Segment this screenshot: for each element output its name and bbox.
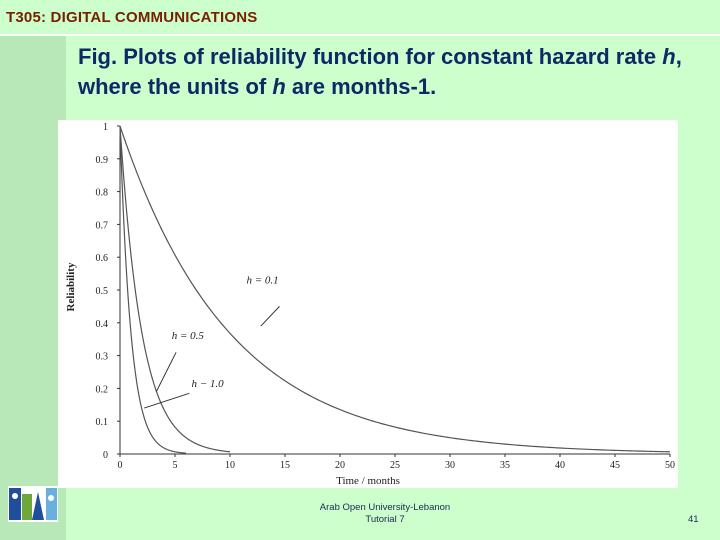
x-tick-label: 35 — [500, 460, 510, 471]
x-tick-label: 40 — [555, 460, 565, 471]
series-line-3 — [119, 125, 187, 454]
title-part-2: , where the units of — [78, 44, 682, 99]
y-tick-label: 0.4 — [96, 319, 109, 330]
footer-line-2: Tutorial 7 — [365, 514, 405, 525]
footer-institution: Arab Open University-Lebanon Tutorial 7 — [270, 502, 500, 526]
annotation-label-3: h − 1.0 — [192, 378, 225, 390]
x-tick-label: 10 — [225, 460, 235, 471]
course-title: T305: DIGITAL COMMUNICATIONS — [6, 9, 258, 26]
y-tick-label: 0.8 — [96, 188, 109, 199]
series-line-2 — [119, 125, 231, 453]
reliability-chart: 0 0.1 0.2 0.3 0.4 0.5 0.6 0.7 0.8 0.9 1 0 5 10 15 20 25… — [65, 122, 676, 487]
x-tick-label: 0 — [118, 460, 123, 471]
university-logo — [8, 486, 58, 522]
curve-annotations: h = 0.1 h = 0.5 h − 1.0 — [144, 274, 280, 409]
y-axis-label: Reliability — [65, 262, 77, 311]
chart-panel: 0 0.1 0.2 0.3 0.4 0.5 0.6 0.7 0.8 0.9 1 0 5 10 15 20 25… — [58, 120, 678, 488]
x-tick-label: 5 — [173, 460, 178, 471]
x-tick-label: 15 — [280, 460, 290, 471]
annotation-label-1: h = 0.1 — [247, 274, 279, 286]
y-tick-label: 0.3 — [96, 352, 109, 363]
y-tick-label: 0.5 — [96, 286, 109, 297]
series-curves — [119, 125, 671, 454]
y-tick-labels: 0 0.1 0.2 0.3 0.4 0.5 0.6 0.7 0.8 0.9 1 — [96, 122, 109, 461]
title-part-1: Fig. Plots of reliability function for c… — [78, 44, 663, 69]
x-tick-labels: 0 5 10 15 20 25 30 35 40 45 50 — [118, 460, 676, 471]
left-accent-strip — [0, 0, 66, 540]
series-line-1 — [119, 125, 671, 453]
y-tick-label: 0 — [103, 450, 108, 461]
annotation-leader-3 — [144, 392, 190, 409]
x-tick-label: 30 — [445, 460, 455, 471]
page-number: 41 — [688, 514, 699, 525]
x-tick-label: 45 — [610, 460, 620, 471]
title-h-symbol-2: h — [272, 74, 286, 99]
annotation-leader-2 — [155, 352, 177, 392]
y-tick-label: 0.1 — [96, 417, 109, 428]
x-axis-label: Time / months — [336, 475, 400, 487]
chart-axes — [117, 125, 671, 457]
footer-line-1: Arab Open University-Lebanon — [319, 502, 451, 513]
y-tick-label: 0.2 — [96, 384, 109, 395]
y-tick-label: 0.7 — [96, 220, 109, 231]
header-bar: T305: DIGITAL COMMUNICATIONS — [0, 0, 720, 36]
annotation-leader-1 — [260, 306, 280, 327]
x-tick-label: 25 — [390, 460, 400, 471]
slide-title: Fig. Plots of reliability function for c… — [78, 42, 708, 102]
title-part-3: are months-1. — [285, 74, 437, 99]
x-tick-label: 20 — [335, 460, 345, 471]
y-tick-label: 1 — [103, 122, 108, 133]
x-tick-label: 50 — [665, 460, 675, 471]
annotation-label-2: h = 0.5 — [172, 330, 205, 342]
y-tick-label: 0.9 — [96, 155, 109, 166]
y-tick-label: 0.6 — [96, 253, 109, 264]
title-h-symbol-1: h — [662, 44, 676, 69]
